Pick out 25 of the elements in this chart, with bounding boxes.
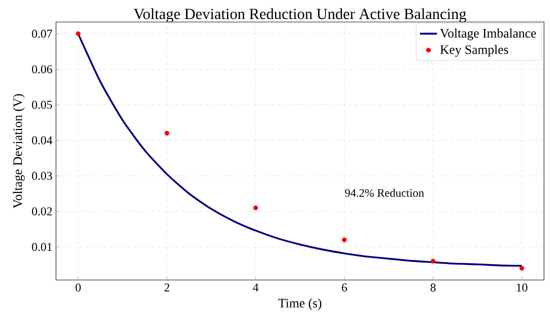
- y-tick-label: 0.04: [32, 136, 52, 144]
- y-tick-label: 0.01: [32, 242, 52, 252]
- point: [519, 266, 524, 271]
- y-tick-label: 0.07: [32, 30, 52, 38]
- x-tick-label: 0: [76, 284, 81, 292]
- x-tick-label: 2: [164, 284, 170, 292]
- point: [164, 130, 170, 136]
- x-axis-title: Time (s): [278, 298, 322, 310]
- x-tick-label: 4: [252, 284, 258, 292]
- legend-label: Key Samples: [440, 44, 508, 57]
- point: [253, 205, 258, 210]
- y-tick-label: 0.03: [32, 172, 52, 180]
- point: [76, 31, 81, 36]
- y-tick-label: 0.05: [32, 100, 52, 109]
- annotation: 94.2% Reduction: [344, 188, 424, 197]
- x-tick-label: 8: [430, 284, 436, 292]
- legend-label: Voltage Imbalance: [440, 28, 536, 40]
- x-tick-label: 10: [516, 284, 528, 292]
- chart-title: Voltage Deviation Reduction Under Active Balancing: [134, 8, 466, 22]
- x-tick-label: 6: [342, 284, 348, 292]
- y-tick-label: 0.02: [32, 207, 52, 216]
- point: [342, 237, 347, 242]
- y-axis-title: Voltage Deviation (V): [12, 94, 25, 208]
- point: [430, 258, 436, 264]
- y-tick-label: 0.06: [32, 65, 52, 74]
